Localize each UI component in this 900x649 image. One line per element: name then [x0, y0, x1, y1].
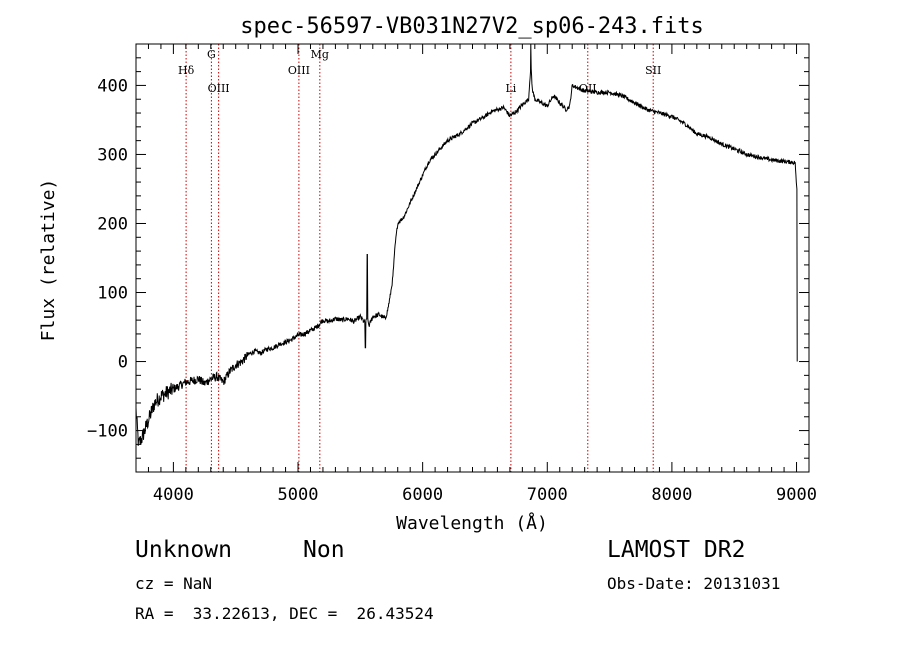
plot-frame	[135, 43, 810, 473]
cz-label: cz = NaN	[135, 574, 213, 593]
spectrum-series-line	[135, 43, 798, 446]
x-tick-label: 7000	[527, 485, 568, 505]
spectral-line-label: OIII	[208, 82, 230, 95]
y-tick-label: −100	[87, 422, 128, 442]
axis-ticks-layer: 4000 5000 6000 7000 8000 9000 −100 0 100 200 300 40…	[87, 43, 817, 505]
spectral-line-label: SII	[645, 64, 661, 77]
spectral-line-label: OIII	[288, 64, 310, 77]
spectral-line-label: Mg	[311, 48, 329, 61]
chart-title: spec-56597-VB031N27V2_sp06-243.fits	[240, 14, 704, 39]
survey-label: LAMOST DR2	[607, 537, 746, 563]
x-tick-label: 4000	[153, 485, 194, 505]
spectral-line-label: Li	[505, 82, 516, 95]
y-tick-label: 200	[97, 214, 128, 234]
y-tick-label: 300	[97, 145, 128, 165]
x-tick-label: 6000	[402, 485, 443, 505]
coords-label: RA = 33.22613, DEC = 26.43524	[135, 604, 434, 623]
x-axis-label: Wavelength (Å)	[396, 512, 548, 534]
spectral-line-label: G	[207, 48, 216, 61]
obs-date-label: Obs-Date: 20131031	[607, 574, 781, 593]
y-tick-label: 400	[97, 76, 128, 96]
x-tick-label: 9000	[776, 485, 817, 505]
y-axis-label: Flux (relative)	[38, 179, 59, 342]
x-tick-label: 5000	[278, 485, 319, 505]
subclass-label: Non	[303, 537, 345, 563]
spectral-line-label: Hδ	[178, 64, 195, 77]
x-tick-label: 8000	[651, 485, 692, 505]
y-tick-label: 100	[97, 284, 128, 304]
class-label: Unknown	[135, 537, 232, 563]
y-tick-label: 0	[118, 353, 128, 373]
